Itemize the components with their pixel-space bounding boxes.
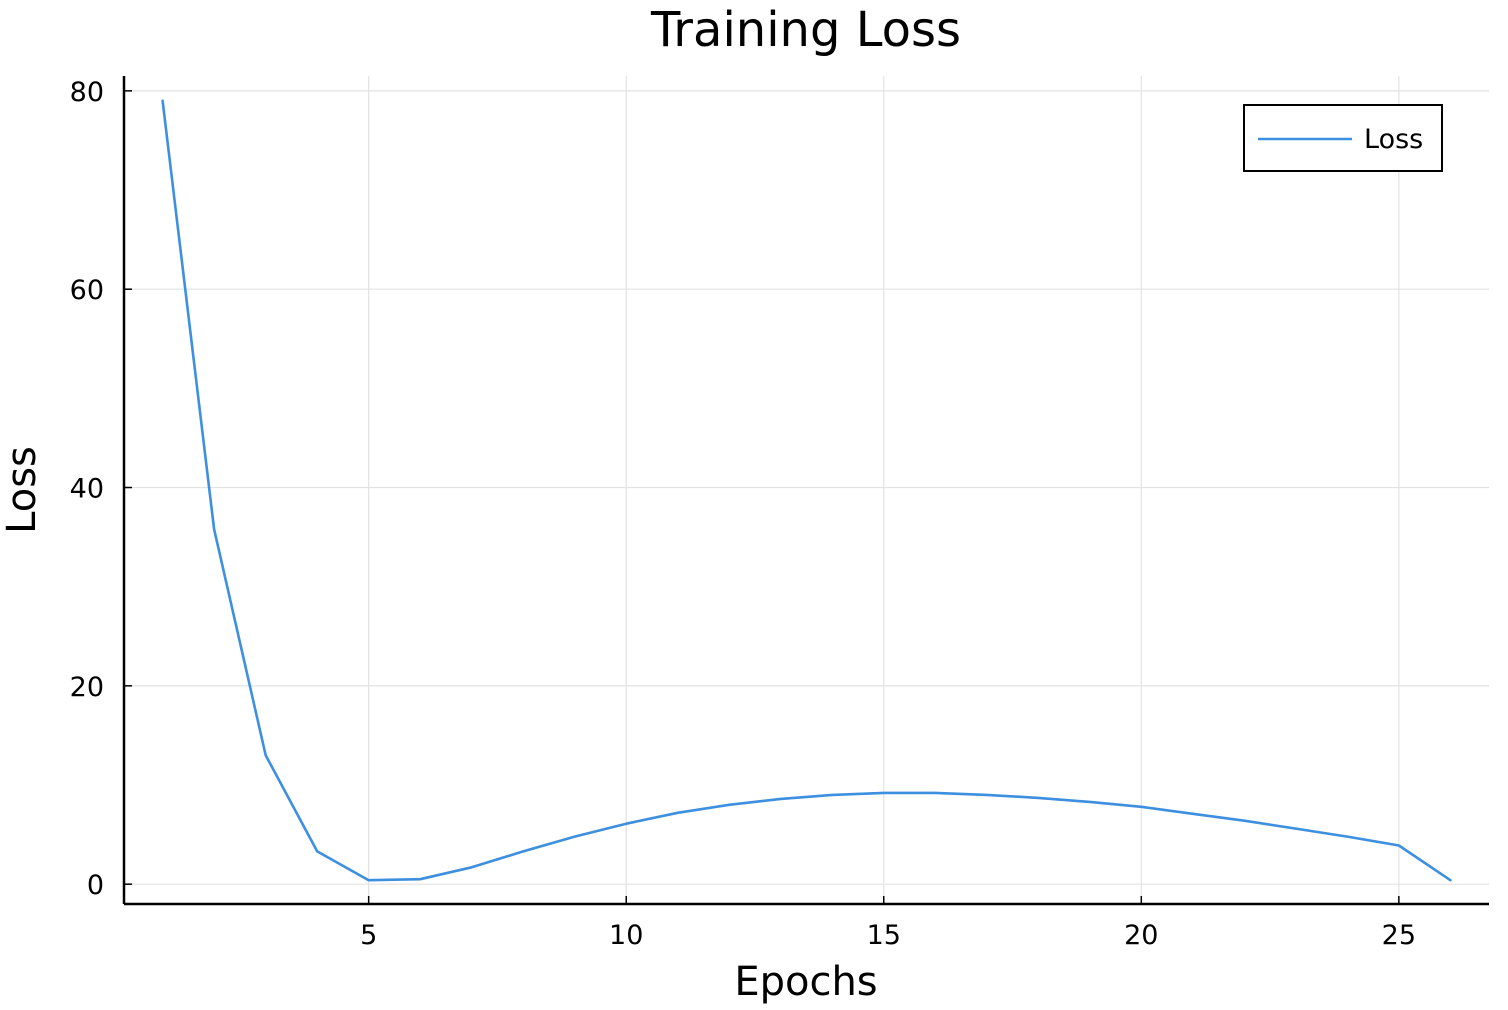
x-axis-label: Epochs (734, 959, 877, 1005)
ticks: 5 10 15 20 25 0 20 40 60 80 (70, 77, 1416, 951)
x-tick-label: 20 (1124, 920, 1158, 951)
y-axis-label: Loss (0, 446, 45, 534)
series-line-loss (161, 99, 1452, 882)
y-tick-label: 80 (70, 77, 104, 108)
y-tick-label: 0 (87, 870, 104, 901)
x-tick-label: 10 (609, 920, 643, 951)
legend: Loss (1243, 104, 1443, 172)
y-tick-label: 20 (70, 672, 104, 703)
y-tick-label: 40 (70, 474, 104, 505)
legend-label-loss: Loss (1364, 124, 1423, 155)
y-tick-label: 60 (70, 275, 104, 306)
grid (124, 76, 1489, 904)
x-tick-label: 5 (360, 920, 377, 951)
x-tick-label: 15 (867, 920, 901, 951)
axes (122, 76, 1489, 906)
x-tick-label: 25 (1382, 920, 1416, 951)
chart-title: Training Loss (650, 2, 961, 58)
series-layer (161, 99, 1452, 882)
